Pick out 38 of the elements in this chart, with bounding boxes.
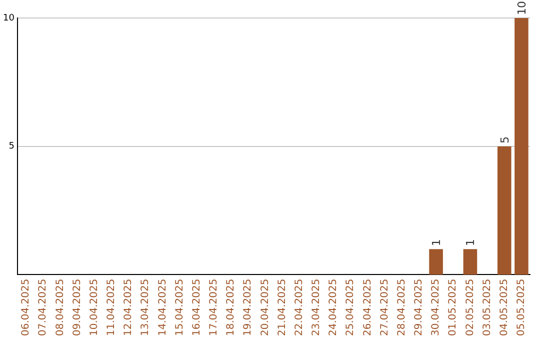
x-tick-label: 22.04.2025 — [294, 278, 305, 336]
bar — [463, 249, 478, 275]
x-tick-label: 21.04.2025 — [276, 278, 288, 336]
x-tick-label: 02.05.2025 — [464, 278, 476, 336]
x-tick-label: 08.04.2025 — [54, 278, 66, 336]
bar — [429, 249, 443, 275]
x-tick-label: 03.05.2025 — [482, 278, 493, 336]
x-tick-label: 01.05.2025 — [448, 278, 459, 336]
x-tick-label: 24.04.2025 — [328, 278, 340, 336]
data-label: 1 — [464, 239, 478, 246]
x-tick-label: 23.04.2025 — [311, 278, 322, 336]
data-label: 10 — [515, 1, 528, 15]
bar — [497, 146, 512, 275]
x-tick-label: 04.05.2025 — [498, 278, 510, 336]
data-label: 5 — [498, 136, 512, 144]
x-tick-label: 25.04.2025 — [345, 278, 356, 336]
x-tick-label: 07.04.2025 — [38, 278, 49, 336]
x-tick-label: 09.04.2025 — [72, 278, 83, 336]
x-tick-label: 20.04.2025 — [260, 278, 271, 336]
x-tick-label: 28.04.2025 — [396, 278, 408, 336]
x-tick-label: 13.04.2025 — [140, 278, 152, 336]
x-tick-label: 12.04.2025 — [123, 278, 134, 336]
x-tick-label: 06.04.2025 — [20, 278, 32, 336]
x-tick-label: 05.05.2025 — [516, 278, 528, 336]
bar — [514, 18, 528, 275]
x-tick-label: 26.04.2025 — [362, 278, 374, 336]
x-tick-label: 17.04.2025 — [208, 278, 220, 336]
x-tick-label: 10.04.2025 — [88, 278, 100, 336]
data-label: 1 — [430, 239, 444, 246]
x-tick-label: 15.04.2025 — [174, 278, 186, 336]
x-tick-label: 18.04.2025 — [226, 278, 237, 336]
x-tick-label: 19.04.2025 — [242, 278, 254, 336]
x-tick-label: 16.04.2025 — [191, 278, 202, 336]
x-tick-label: 27.04.2025 — [379, 278, 390, 336]
x-tick-label: 11.04.2025 — [106, 278, 118, 336]
x-tick-label: 30.04.2025 — [430, 278, 442, 336]
x-tick-label: 14.04.2025 — [157, 278, 168, 336]
x-tick-label: 29.04.2025 — [414, 278, 425, 336]
